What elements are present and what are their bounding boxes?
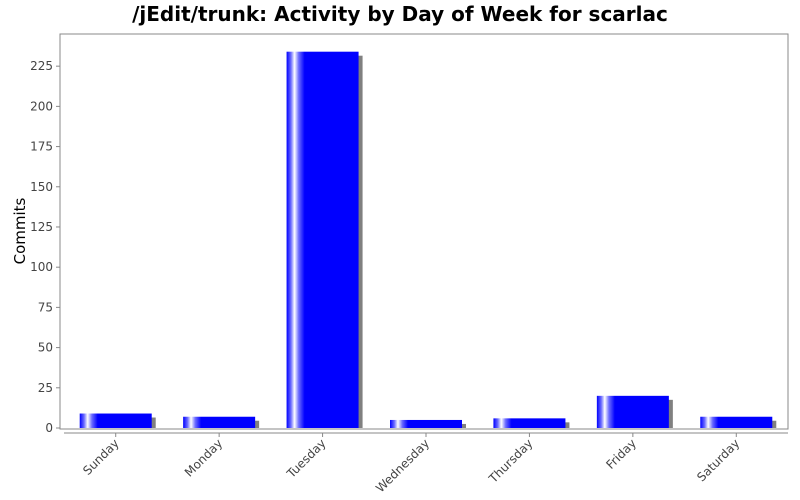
x-tick-label-friday: Friday: [603, 436, 639, 472]
y-tick-label: 50: [38, 341, 53, 355]
bar-wednesday: [390, 419, 462, 428]
y-tick-label: 75: [38, 300, 53, 314]
y-tick-label: 175: [30, 140, 53, 154]
bar-friday: [596, 395, 669, 428]
bar-sunday: [79, 413, 152, 428]
plot-area: [59, 33, 789, 430]
x-tick-label-sunday: Sunday: [80, 436, 122, 478]
y-tick-label: 0: [45, 421, 53, 435]
y-tick-label: 100: [30, 260, 53, 274]
y-axis: 0 25 50 75 100 125 150 175 200 225: [30, 59, 60, 435]
y-tick-label: 150: [30, 180, 53, 194]
y-axis-label: Commits: [11, 197, 29, 264]
x-tick-label-tuesday: Tuesday: [284, 436, 329, 481]
x-tick-label-monday: Monday: [182, 436, 225, 479]
x-tick-label-wednesday: Wednesday: [373, 436, 432, 495]
bars: [79, 51, 777, 429]
x-axis: Sunday Monday Tuesday Wednesday Thursday Frid…: [80, 433, 742, 495]
y-tick-label: 125: [30, 220, 53, 234]
bar-thursday: [493, 418, 566, 428]
x-tick-label-thursday: Thursday: [485, 436, 535, 486]
y-tick-label: 200: [30, 99, 53, 113]
y-tick-label: 25: [38, 381, 53, 395]
bar-monday: [183, 416, 256, 428]
bar-saturday: [700, 416, 773, 428]
bar-tuesday: [286, 51, 359, 429]
y-tick-label: 225: [30, 59, 53, 73]
chart-title: /jEdit/trunk: Activity by Day of Week fo…: [132, 2, 668, 26]
x-tick-label-saturday: Saturday: [694, 436, 742, 484]
